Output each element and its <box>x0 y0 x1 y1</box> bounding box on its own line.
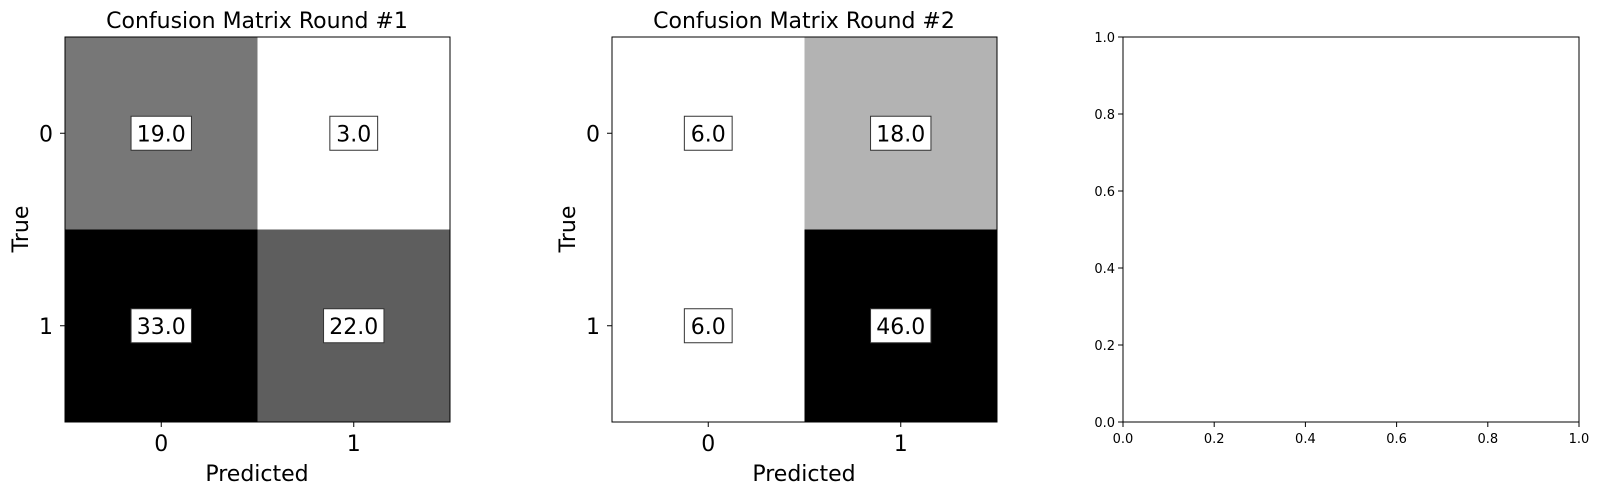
value-label-box <box>323 308 385 344</box>
y-tick-label: 1.0 <box>1094 31 1115 46</box>
x-axis-label: Predicted <box>752 462 855 487</box>
value-label-box <box>870 115 932 151</box>
value-label: 6.0 <box>691 315 726 340</box>
x-axis-label: Predicted <box>205 462 308 487</box>
y-axis-label: True <box>556 206 581 254</box>
y-tick-label: 0.2 <box>1094 339 1115 354</box>
x-tick-label: 0.6 <box>1386 432 1407 447</box>
y-tick-label: 0 <box>39 122 53 147</box>
y-tick-label: 1 <box>39 315 53 340</box>
x-tick-label: 0.2 <box>1204 432 1225 447</box>
value-label-box <box>870 308 932 344</box>
x-tick-label: 0.8 <box>1477 432 1498 447</box>
value-label: 3.0 <box>336 122 371 147</box>
value-label-box <box>130 115 192 151</box>
empty-axes: 0.0 0.2 0.4 0.6 0.8 1.0 0.0 0.2 0.4 0.6 0.8 1.0 <box>1094 31 1589 447</box>
value-label-box <box>329 115 379 151</box>
value-label-box <box>683 115 733 151</box>
value-label: 6.0 <box>691 122 726 147</box>
confusion-matrix-round-2: Confusion Matrix Round #2 6.0 18.0 6.0 46.0… <box>556 9 998 487</box>
plot-frame <box>611 36 998 423</box>
x-tick-label: 1 <box>347 432 361 457</box>
y-tick-label: 0 <box>586 122 600 147</box>
chart-title: Confusion Matrix Round #2 <box>653 9 955 34</box>
plot-frame <box>1122 36 1580 423</box>
x-tick-label: 1.0 <box>1569 432 1590 447</box>
y-axis-label: True <box>9 206 34 254</box>
chart-title: Confusion Matrix Round #1 <box>106 9 408 34</box>
x-tick-label: 0.0 <box>1113 432 1134 447</box>
value-label: 33.0 <box>137 315 186 340</box>
y-tick-label: 0.6 <box>1094 185 1115 200</box>
y-tick-label: 1 <box>586 315 600 340</box>
value-label-box <box>130 308 192 344</box>
plot-frame <box>64 36 451 423</box>
y-tick-label: 0.0 <box>1094 416 1115 431</box>
confusion-matrix-round-1: Confusion Matrix Round #1 19.0 3.0 33.0 22.… <box>9 9 451 487</box>
x-tick-label: 0.4 <box>1295 432 1316 447</box>
x-tick-label: 1 <box>894 432 908 457</box>
value-label-box <box>683 308 733 344</box>
value-label: 46.0 <box>876 315 925 340</box>
value-label: 22.0 <box>329 315 378 340</box>
x-tick-label: 0 <box>701 432 715 457</box>
y-tick-label: 0.8 <box>1094 108 1115 123</box>
x-tick-label: 0 <box>154 432 168 457</box>
value-label: 18.0 <box>876 122 925 147</box>
value-label: 19.0 <box>137 122 186 147</box>
y-tick-label: 0.4 <box>1094 262 1115 277</box>
